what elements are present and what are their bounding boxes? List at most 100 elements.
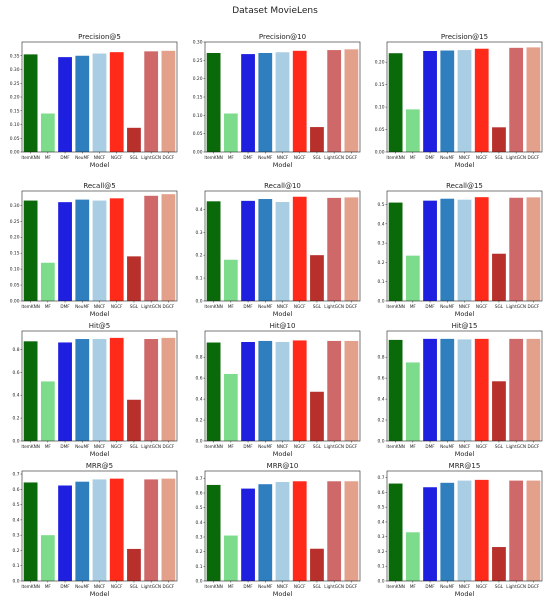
x-tick-label: NGCF — [476, 155, 488, 160]
y-tick-label: 0.30 — [10, 67, 20, 73]
bar-nncf — [457, 199, 472, 301]
y-tick-label: 0.0 — [378, 299, 385, 305]
y-tick-label: 0.5 — [378, 505, 385, 511]
x-tick-label: NNCF — [459, 155, 471, 160]
chart-panel-precision-5: Precision@5 ItemKNN MF DMF NeuMF NNCF NGCF SGL L… — [10, 33, 178, 169]
bar-mf — [40, 381, 55, 441]
panel-title: Recall@15 — [446, 182, 483, 190]
figure-title: Dataset MovieLens — [232, 6, 318, 16]
y-tick-label: 0.05 — [375, 127, 385, 133]
x-tick-label: DMF — [243, 584, 253, 589]
bar-ngcf — [109, 198, 124, 301]
x-tick-label: NGCF — [294, 444, 306, 449]
bar-neumf — [75, 55, 90, 152]
x-tick-label: NGCF — [111, 584, 123, 589]
x-tick-label: ItemKNN — [21, 155, 40, 160]
x-axis-label: Model — [455, 161, 475, 169]
x-tick-label: LightGCN — [141, 444, 161, 449]
bar-lightgcn — [509, 47, 524, 153]
y-tick-label: 0.0 — [196, 299, 203, 305]
y-tick-label: 0.00 — [193, 150, 203, 156]
x-tick-label: NGCF — [294, 304, 306, 309]
y-tick-label: 0.1 — [13, 563, 20, 569]
bar-ngcf — [474, 479, 489, 581]
bar-lightgcn — [144, 51, 159, 152]
plot-frame — [21, 41, 178, 153]
bar-dgcf — [526, 197, 541, 301]
bar-dmf — [423, 200, 437, 301]
x-tick-label: NeuMF — [75, 584, 90, 589]
x-tick-label: DMF — [425, 304, 435, 309]
x-tick-label: MF — [410, 444, 417, 449]
plot-frame — [21, 470, 178, 582]
y-tick-label: 0.2 — [196, 253, 203, 259]
x-tick-label: LightGCN — [141, 155, 161, 160]
y-tick-label: 0.4 — [378, 519, 385, 525]
chart-panel-precision-15: Precision@15 ItemKNN MF DMF NeuMF NNCF NGCF SGL… — [375, 33, 543, 169]
y-tick-label: 0.10 — [10, 122, 20, 128]
y-tick-label: 0.00 — [10, 299, 20, 305]
bar-dgcf — [344, 49, 359, 152]
bar-dgcf — [161, 50, 176, 152]
y-tick-label: 0.2 — [378, 418, 385, 424]
x-tick-label: DGCF — [162, 444, 174, 449]
x-axis-label: Model — [455, 450, 475, 458]
plot-frame — [204, 470, 361, 582]
x-tick-label: NeuMF — [440, 304, 455, 309]
plot-frame — [386, 330, 543, 442]
x-tick-label: NNCF — [277, 584, 289, 589]
y-tick-label: 0.8 — [196, 355, 203, 361]
y-tick-label: 0.6 — [13, 487, 20, 493]
y-tick-label: 0.3 — [196, 535, 203, 541]
x-tick-label: NGCF — [111, 444, 123, 449]
x-tick-label: SGL — [130, 444, 139, 449]
x-tick-label: SGL — [130, 584, 139, 589]
y-tick-label: 0.3 — [196, 230, 203, 236]
x-tick-label: SGL — [495, 584, 504, 589]
y-tick-label: 0.15 — [193, 95, 203, 101]
bar-sgl — [310, 127, 324, 152]
y-tick-label: 0.30 — [10, 203, 20, 209]
bar-sgl — [310, 255, 324, 301]
y-tick-label: 0.6 — [378, 376, 385, 382]
x-tick-label: NNCF — [277, 304, 289, 309]
y-tick-label: 0.5 — [13, 502, 20, 508]
bar-dmf — [58, 57, 72, 152]
bar-neumf — [440, 50, 455, 152]
x-tick-label: LightGCN — [324, 444, 344, 449]
bar-lightgcn — [144, 339, 159, 441]
x-axis-label: Model — [455, 310, 475, 318]
bar-itemknn — [388, 483, 403, 581]
x-tick-label: SGL — [495, 155, 504, 160]
y-tick-label: 0.7 — [196, 476, 203, 482]
x-tick-label: DMF — [60, 584, 70, 589]
y-tick-label: 0.6 — [378, 490, 385, 496]
panel-title: Hit@15 — [452, 322, 478, 330]
bar-neumf — [258, 199, 273, 301]
x-tick-label: LightGCN — [324, 584, 344, 589]
bar-mf — [223, 535, 238, 581]
bar-mf — [223, 259, 238, 301]
bar-dmf — [58, 342, 72, 441]
bar-itemknn — [388, 202, 403, 301]
x-tick-label: LightGCN — [506, 155, 526, 160]
bar-nncf — [92, 53, 107, 152]
bar-dmf — [241, 54, 255, 152]
bar-dgcf — [344, 481, 359, 581]
x-tick-label: MF — [45, 444, 52, 449]
bar-ngcf — [109, 478, 124, 581]
x-tick-label: NeuMF — [75, 304, 90, 309]
y-tick-label: 0.10 — [193, 113, 203, 119]
y-tick-label: 0.0 — [13, 579, 20, 585]
bar-mf — [40, 113, 55, 152]
x-tick-label: DGCF — [345, 304, 357, 309]
bar-lightgcn — [327, 340, 342, 441]
y-tick-label: 0.15 — [375, 82, 385, 88]
x-axis-label: Model — [273, 310, 293, 318]
bar-neumf — [258, 53, 273, 152]
x-tick-label: LightGCN — [506, 304, 526, 309]
y-tick-label: 0.4 — [378, 397, 385, 403]
y-tick-label: 0.4 — [13, 517, 20, 523]
y-tick-label: 0.1 — [378, 564, 385, 570]
bar-sgl — [310, 391, 324, 441]
